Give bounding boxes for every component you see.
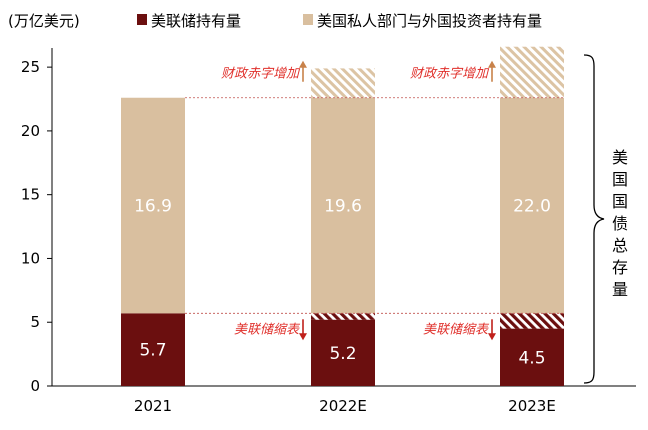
fed-arrow-head xyxy=(299,333,307,341)
bar-deficit-increase-2023E xyxy=(500,46,564,98)
annotation-deficit: 财政赤字增加 xyxy=(410,66,490,82)
bar-deficit-increase-2022E xyxy=(311,68,375,98)
value-label-fed-2022E: 5.2 xyxy=(329,344,356,364)
brace-label-char: 存 xyxy=(612,258,628,277)
legend-swatch-private xyxy=(303,14,313,25)
annotation-fed-shrink: 美联储缩表 xyxy=(234,322,301,337)
x-tick-label: 2022E xyxy=(319,397,367,415)
brace-label-char: 国 xyxy=(612,192,628,211)
legend-label-private: 美国私人部门与外国投资者持有量 xyxy=(317,12,542,30)
value-label-private-2023E: 22.0 xyxy=(513,197,551,217)
y-tick-label: 20 xyxy=(21,122,40,140)
bar-fed-2021 xyxy=(121,313,185,386)
bar-fed-2023E xyxy=(500,328,564,386)
unit-label: (万亿美元) xyxy=(8,12,80,30)
bar-private-2022E xyxy=(311,97,375,314)
value-label-private-2022E: 19.6 xyxy=(324,197,362,217)
brace-label-char: 总 xyxy=(612,236,628,255)
x-tick-label: 2021 xyxy=(134,397,172,415)
brace-label-char: 量 xyxy=(612,280,628,299)
brace-label-char: 债 xyxy=(612,214,628,233)
deficit-arrow-head xyxy=(488,60,496,68)
y-tick-label: 25 xyxy=(21,58,40,76)
legend-swatch-fed xyxy=(137,14,147,25)
y-tick-label: 15 xyxy=(21,186,40,204)
bar-fed-2022E xyxy=(311,319,375,386)
bar-private-2023E xyxy=(500,97,564,314)
total-brace xyxy=(583,54,605,384)
bar-fed-reduction-2022E xyxy=(311,313,375,320)
annotation-fed-shrink: 美联储缩表 xyxy=(423,322,490,337)
y-tick-label: 5 xyxy=(30,313,40,331)
deficit-arrow-head xyxy=(299,60,307,68)
annotation-deficit: 财政赤字增加 xyxy=(221,66,301,82)
brace-label-char: 美 xyxy=(612,148,628,167)
value-label-private-2021: 16.9 xyxy=(134,197,172,217)
bar-private-2021 xyxy=(121,97,185,314)
fed-arrow-head xyxy=(488,333,496,341)
value-label-fed-2023E: 4.5 xyxy=(518,348,545,368)
legend-label-fed: 美联储持有量 xyxy=(151,12,241,30)
y-tick-label: 10 xyxy=(21,249,40,267)
x-tick-label: 2023E xyxy=(508,397,556,415)
bar-fed-reduction-2023E xyxy=(500,313,564,329)
value-label-fed-2021: 5.7 xyxy=(139,341,166,361)
y-tick-label: 0 xyxy=(30,377,40,395)
brace-label-char: 国 xyxy=(612,170,628,189)
